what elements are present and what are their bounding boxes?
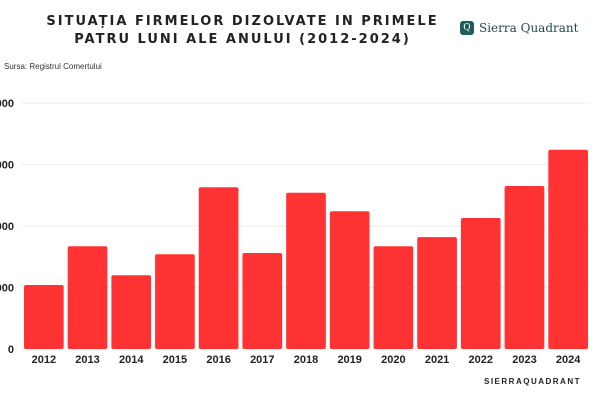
bar-2014 [111, 275, 152, 349]
title-line-1: SITUAȚIA FIRMELOR DIZOLVATE IN PRIMELE [46, 14, 439, 29]
x-tick-label: 2019 [337, 354, 361, 366]
y-tick-label: 10000 [0, 283, 14, 295]
y-tick-label: 40000 [0, 98, 14, 110]
bar-2015 [155, 254, 195, 349]
x-tick-label: 2021 [425, 354, 449, 366]
x-tick-label: 2015 [163, 354, 187, 366]
logo-text: Sierra Quadrant [479, 21, 579, 35]
x-tick-label: 2024 [556, 354, 581, 366]
bar-2023 [504, 186, 545, 349]
x-tick-label: 2020 [381, 354, 405, 366]
bar-2020 [373, 246, 414, 349]
title-line-2: PATRU LUNI ALE ANULUI (2012-2024) [74, 32, 411, 47]
y-tick-label: 30000 [0, 160, 14, 172]
brand-logo: Q Sierra Quadrant [460, 21, 578, 35]
x-tick-label: 2022 [469, 354, 493, 366]
chart-title: SITUAȚIA FIRMELOR DIZOLVATE IN PRIMELE P… [30, 13, 455, 49]
bar-2018 [286, 192, 326, 349]
x-tick-label: 2016 [206, 354, 230, 366]
x-tick-label: 2013 [75, 354, 99, 366]
bar-2024 [548, 149, 588, 349]
x-tick-label: 2017 [250, 354, 274, 366]
x-tick-label: 2018 [294, 354, 318, 366]
bar-2022 [460, 218, 501, 349]
bar-2021 [417, 237, 457, 349]
x-tick-label: 2012 [32, 354, 56, 366]
bar-2012 [24, 285, 64, 349]
footer-brand: SIERRAQUADRANT [484, 377, 581, 386]
source-note: Sursa: Registrul Comertului [4, 62, 102, 71]
x-tick-label: 2014 [119, 354, 144, 366]
logo-icon: Q [460, 21, 474, 35]
y-tick-label: 20000 [0, 221, 14, 233]
y-tick-label: 0 [8, 344, 14, 356]
bar-2016 [198, 187, 239, 349]
bar-2019 [329, 211, 370, 349]
bar-2013 [67, 246, 108, 349]
x-tick-label: 2023 [512, 354, 536, 366]
bar-2017 [242, 253, 283, 349]
